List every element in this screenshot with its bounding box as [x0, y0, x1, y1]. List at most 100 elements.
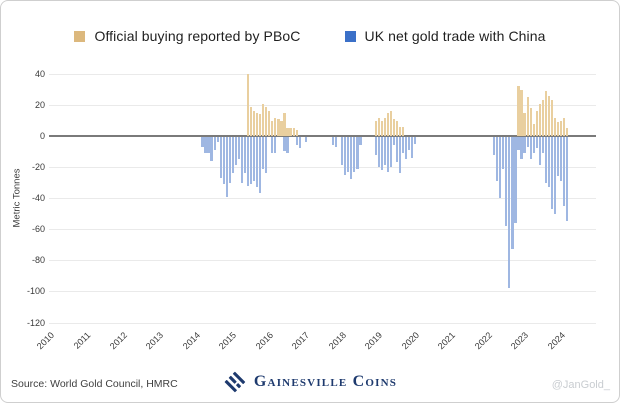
gainesville-coins-logo-icon	[223, 370, 247, 394]
bar-pboc-2019-07	[395, 120, 399, 137]
bar-pboc-2016-01	[268, 111, 271, 137]
bar-pboc-2016-05	[280, 120, 283, 137]
bar-uk-2015-05	[243, 137, 247, 174]
bar-pboc-2023-01	[523, 112, 526, 137]
bar-pboc-2015-11	[262, 103, 265, 137]
bar-uk-2015-08	[253, 137, 256, 181]
bar-uk-2016-07	[286, 137, 289, 153]
bar-pboc-2023-07	[541, 100, 544, 137]
bar-uk-2014-11	[225, 137, 228, 197]
bar-pboc-2023-12	[556, 122, 560, 137]
bar-uk-2016-03	[274, 137, 277, 153]
x-tick-label-2016: 2016	[253, 330, 275, 352]
bar-uk-2018-01	[341, 137, 344, 166]
bar-uk-2022-11	[517, 137, 520, 150]
bar-pboc-2019-06	[392, 119, 395, 137]
bar-pboc-2023-03	[529, 108, 532, 137]
bar-uk-2014-04	[204, 137, 207, 153]
bar-pboc-2022-12	[520, 89, 523, 137]
bar-uk-2022-07	[505, 137, 508, 227]
y-tick-label--60: -60	[31, 224, 45, 235]
x-tick-label-2019: 2019	[363, 330, 385, 352]
bar-uk-2018-06	[356, 137, 359, 169]
y-tick-label-40: 40	[34, 68, 45, 79]
gridline-40	[49, 73, 596, 75]
bar-uk-2018-02	[344, 137, 347, 175]
bar-pboc-2016-08	[289, 128, 292, 137]
x-tick-label-2012: 2012	[107, 330, 130, 352]
y-tick-label--20: -20	[31, 161, 45, 172]
bar-uk-2014-12	[228, 137, 231, 183]
bar-uk-2018-12	[374, 137, 377, 155]
bar-uk-2018-03	[347, 137, 350, 172]
bar-pboc-2016-10	[295, 130, 298, 137]
legend-item-pboc: Official buying reported by PBoC	[74, 28, 300, 44]
bar-uk-2022-10	[514, 137, 517, 224]
bar-uk-2015-09	[256, 137, 259, 188]
bar-pboc-2016-07	[286, 128, 289, 137]
gridline--20	[49, 166, 596, 168]
bar-uk-2023-06	[538, 137, 541, 166]
bar-pboc-2016-04	[277, 119, 280, 137]
gridline-20	[49, 104, 596, 106]
x-tick-label-2015: 2015	[217, 330, 239, 352]
bar-uk-2018-05	[353, 137, 356, 172]
watermark-handle: @JanGold_	[551, 379, 610, 391]
bar-uk-2023-12	[556, 137, 560, 177]
x-tick-label-2021: 2021	[435, 330, 458, 352]
bar-uk-2019-09	[401, 137, 405, 153]
bar-pboc-2023-11	[553, 117, 557, 137]
bar-pboc-2023-05	[535, 111, 538, 137]
bar-pboc-2016-03	[274, 117, 277, 137]
bar-uk-2018-04	[350, 137, 353, 180]
pboc-legend-swatch-icon	[74, 30, 86, 42]
uk-legend-swatch-icon	[344, 30, 356, 42]
bar-uk-2015-11	[262, 137, 265, 169]
bar-uk-2024-01	[559, 137, 563, 181]
legend-item-uk: UK net gold trade with China	[344, 28, 546, 44]
bar-uk-2024-03	[566, 137, 569, 222]
bar-uk-2022-09	[511, 137, 514, 250]
bar-uk-2015-12	[265, 137, 268, 174]
x-tick-label-2018: 2018	[326, 330, 348, 352]
x-tick-label-2023: 2023	[508, 330, 531, 352]
bar-uk-2016-02	[271, 137, 274, 153]
logo-wordmark: Gainesville Coins	[253, 373, 398, 390]
bar-pboc-2015-10	[259, 114, 262, 137]
bar-uk-2019-06	[392, 137, 395, 146]
bar-uk-2022-05	[499, 137, 502, 199]
bar-pboc-2016-02	[271, 120, 274, 137]
bar-pboc-2016-09	[292, 128, 295, 137]
gridline--100	[49, 291, 596, 293]
bar-uk-2014-05	[207, 137, 210, 153]
bar-pboc-2023-04	[532, 123, 535, 137]
bar-pboc-2024-03	[566, 128, 569, 137]
bar-uk-2016-10	[295, 137, 298, 146]
x-tick-label-2014: 2014	[180, 330, 202, 352]
bar-uk-2024-02	[562, 137, 566, 206]
bar-pboc-2019-02	[380, 120, 383, 137]
bar-uk-2015-02	[234, 137, 237, 166]
y-tick-label--40: -40	[31, 193, 45, 203]
bar-uk-2017-10	[332, 137, 335, 146]
bar-uk-2015-01	[231, 137, 234, 174]
bar-uk-2015-03	[237, 137, 241, 160]
bar-uk-2016-06	[283, 137, 286, 152]
bar-uk-2022-06	[502, 137, 505, 169]
bar-pboc-2019-04	[386, 112, 389, 137]
bar-pboc-2023-09	[547, 95, 550, 137]
x-tick-label-2010: 2010	[34, 330, 57, 352]
y-tick-label-20: 20	[34, 99, 45, 110]
bar-uk-2015-04	[240, 137, 244, 183]
bar-uk-2019-11	[408, 137, 411, 150]
bar-pboc-2023-02	[526, 97, 529, 137]
bar-uk-2023-05	[535, 137, 538, 149]
bar-uk-2014-03	[201, 137, 204, 147]
bar-uk-2019-08	[398, 137, 402, 174]
bar-uk-2017-01	[304, 137, 307, 143]
bar-uk-2019-04	[386, 137, 389, 172]
y-tick-label--100: -100	[26, 286, 45, 297]
x-tick-label-2024: 2024	[545, 330, 567, 352]
gridline--120	[49, 322, 596, 324]
